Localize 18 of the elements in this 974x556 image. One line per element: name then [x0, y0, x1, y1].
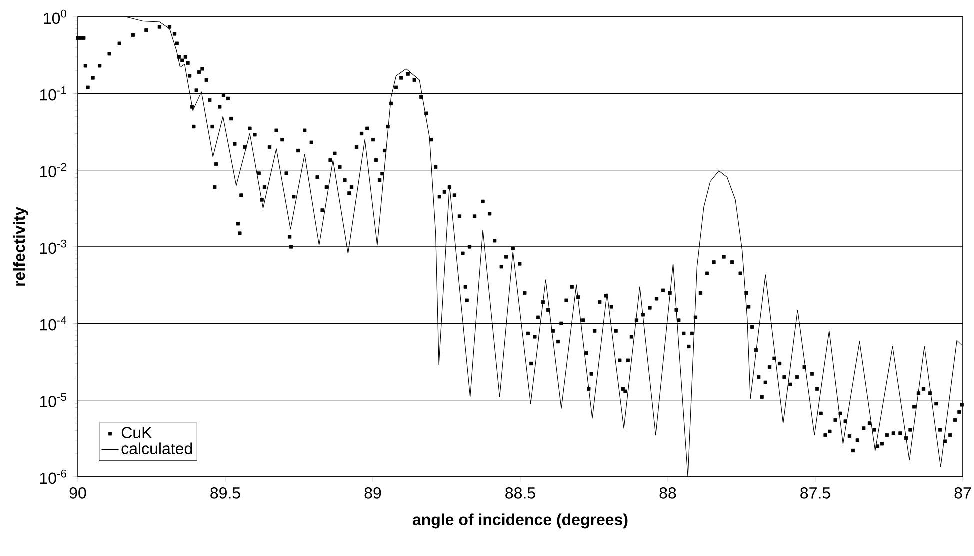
y-tick-label: 10$^{-4}$ [40, 316, 67, 331]
x-axis-title: angle of incidence (degrees) [412, 514, 628, 529]
y-tick-label: 10$^{-6}$ [40, 470, 66, 484]
x-tick-label: 87 [954, 488, 972, 499]
x-tick-label: 88.5 [506, 488, 536, 499]
x-tick-label: 89.5 [210, 488, 240, 499]
x-tick-label: 88 [660, 488, 676, 499]
y-tick-label: 10$^{-3}$ [40, 240, 66, 254]
legend-label: calculated [122, 442, 192, 454]
y-tick-label: 10$^{0}$ [44, 10, 67, 24]
x-tick-label: 90 [70, 488, 86, 499]
y-tick-label: 10$^{-1}$ [40, 86, 66, 101]
legend-label: CuK [122, 427, 152, 438]
x-tick-label: 87.5 [800, 488, 830, 499]
x-tick-label: 89 [364, 488, 382, 499]
y-tick-label: 10$^{-2}$ [40, 163, 66, 178]
y-axis-title: relfectivity [13, 207, 28, 286]
y-tick-label: 10$^{-5}$ [40, 393, 66, 408]
